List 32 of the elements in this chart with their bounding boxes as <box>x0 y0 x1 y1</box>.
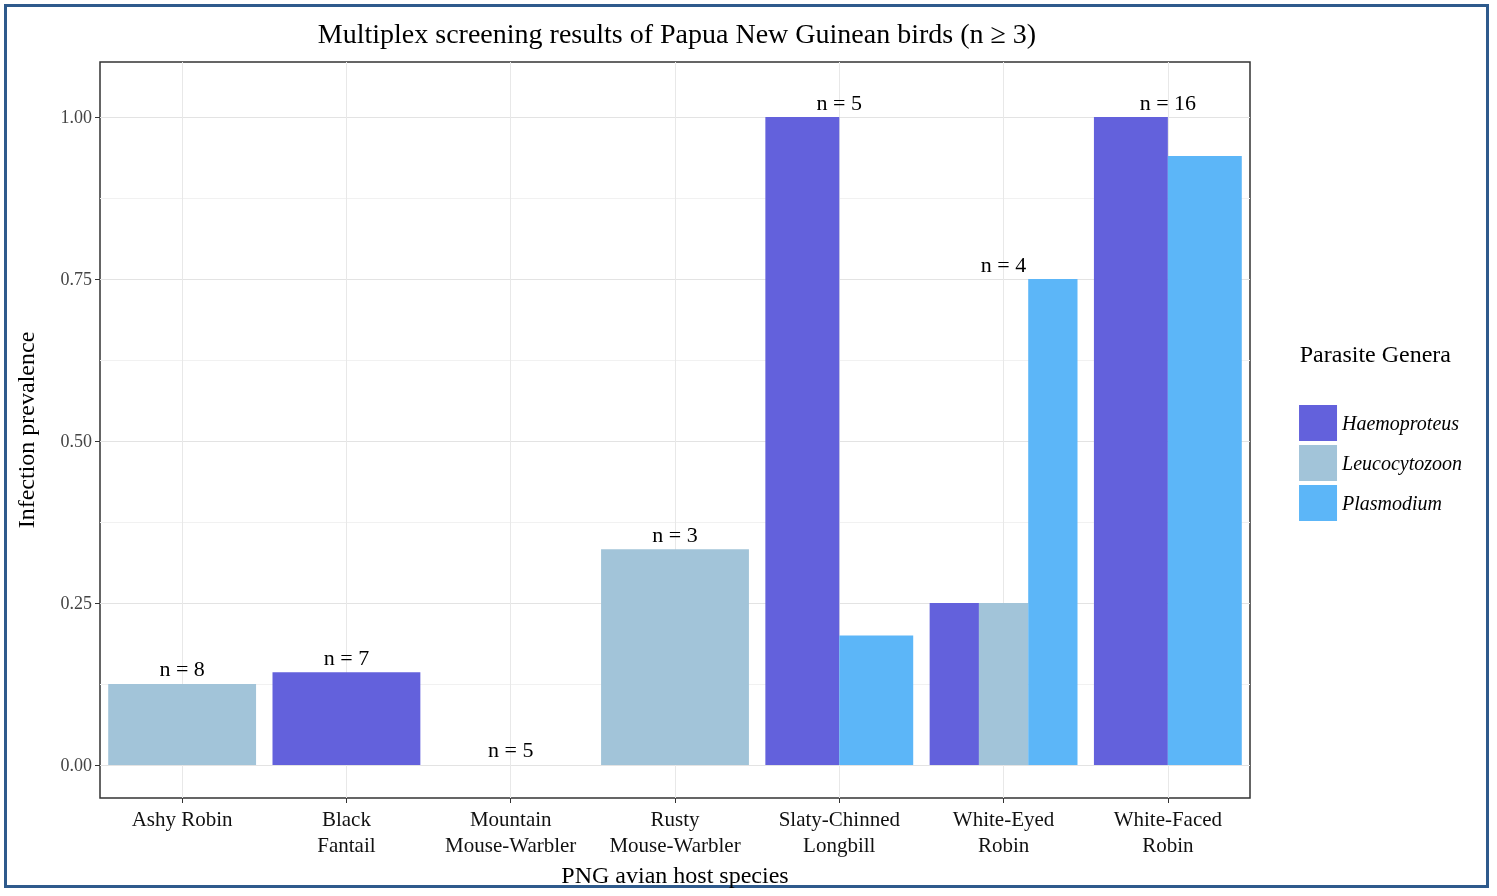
legend-title: Parasite Genera <box>1299 341 1452 367</box>
bar <box>601 549 749 765</box>
y-tick-label: 0.50 <box>60 431 92 452</box>
annotation: n = 7 <box>323 644 370 670</box>
annotation: n = 5 <box>488 737 534 763</box>
bar <box>765 117 840 765</box>
bar <box>839 635 914 765</box>
chart-title: Multiplex screening results of Papua New Guinean birds (n ≥ 3) <box>317 17 1037 49</box>
legend-label: Haemoproteus <box>1341 412 1460 435</box>
x-tick-label: Slaty-Chinned Longbill <box>778 807 901 857</box>
annotation: n = 3 <box>652 521 698 547</box>
legend-label: Leucocytozoon <box>1341 452 1463 475</box>
annotation: n = 5 <box>816 89 862 115</box>
bar <box>1093 117 1168 765</box>
legend-label: Plasmodium <box>1341 492 1443 514</box>
bar <box>1167 155 1242 765</box>
annotation: n = 4 <box>980 251 1027 277</box>
x-tick-label: White-Eyed Robin <box>952 807 1055 857</box>
y-tick-label: 0.75 <box>60 269 92 290</box>
y-tick-label: 0.25 <box>60 592 92 613</box>
x-tick-label: White-Faced Robin <box>1113 807 1223 857</box>
bar <box>108 683 257 765</box>
x-tick-label: Mountain Mouse-Warbler <box>445 807 577 857</box>
annotation: n = 16 <box>1139 89 1197 115</box>
x-tick-label: Ashy Robin <box>131 807 234 831</box>
y-axis-title: Infection prevalence <box>13 331 39 529</box>
y-tick-label: 1.00 <box>60 107 92 128</box>
y-tick-label: 0.00 <box>60 754 92 775</box>
x-tick-label: Rusty Mouse-Warbler <box>609 807 741 857</box>
x-axis-title: PNG avian host species <box>561 861 789 888</box>
x-tick-label: Black Fantail <box>317 807 376 857</box>
annotation: n = 8 <box>159 656 205 682</box>
